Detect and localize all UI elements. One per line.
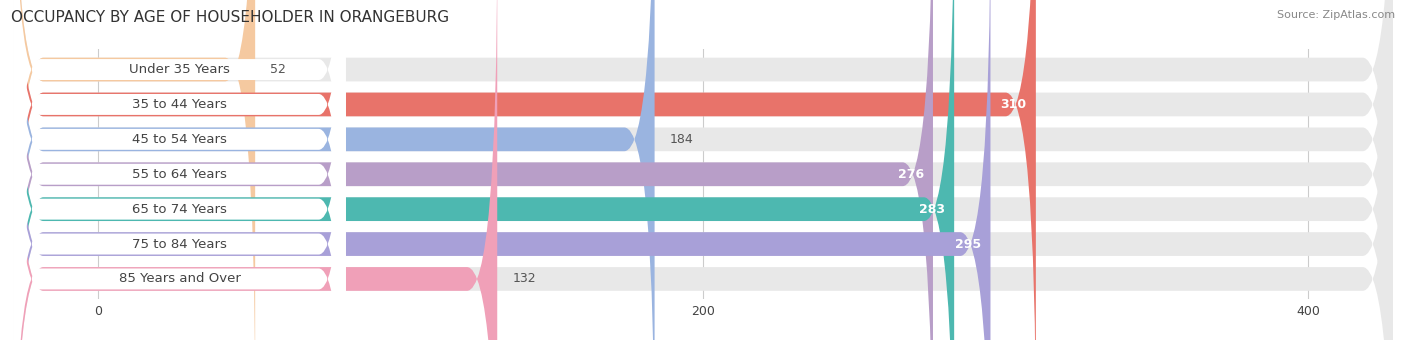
FancyBboxPatch shape [13,0,1036,340]
FancyBboxPatch shape [13,0,1393,340]
FancyBboxPatch shape [13,0,346,340]
Text: 283: 283 [920,203,945,216]
FancyBboxPatch shape [13,0,346,340]
Text: 85 Years and Over: 85 Years and Over [118,272,240,286]
Text: 35 to 44 Years: 35 to 44 Years [132,98,226,111]
FancyBboxPatch shape [13,0,346,340]
FancyBboxPatch shape [13,0,254,340]
Text: 295: 295 [955,238,981,251]
Text: 132: 132 [512,272,536,286]
FancyBboxPatch shape [13,0,1393,340]
FancyBboxPatch shape [13,0,346,340]
Text: Under 35 Years: Under 35 Years [129,63,231,76]
Text: Source: ZipAtlas.com: Source: ZipAtlas.com [1277,10,1395,20]
FancyBboxPatch shape [13,0,1393,340]
Text: 184: 184 [669,133,693,146]
FancyBboxPatch shape [13,0,1393,340]
Text: OCCUPANCY BY AGE OF HOUSEHOLDER IN ORANGEBURG: OCCUPANCY BY AGE OF HOUSEHOLDER IN ORANG… [11,10,450,25]
FancyBboxPatch shape [13,0,934,340]
FancyBboxPatch shape [13,0,346,340]
Text: 55 to 64 Years: 55 to 64 Years [132,168,226,181]
Text: 45 to 54 Years: 45 to 54 Years [132,133,226,146]
FancyBboxPatch shape [13,0,655,340]
Text: 52: 52 [270,63,287,76]
FancyBboxPatch shape [13,0,990,340]
FancyBboxPatch shape [13,0,346,340]
FancyBboxPatch shape [13,0,1393,340]
FancyBboxPatch shape [13,0,1393,340]
Text: 310: 310 [1001,98,1026,111]
FancyBboxPatch shape [13,0,346,340]
FancyBboxPatch shape [13,0,498,340]
FancyBboxPatch shape [13,0,955,340]
FancyBboxPatch shape [13,0,1393,340]
Text: 65 to 74 Years: 65 to 74 Years [132,203,226,216]
Text: 276: 276 [898,168,924,181]
Text: 75 to 84 Years: 75 to 84 Years [132,238,226,251]
